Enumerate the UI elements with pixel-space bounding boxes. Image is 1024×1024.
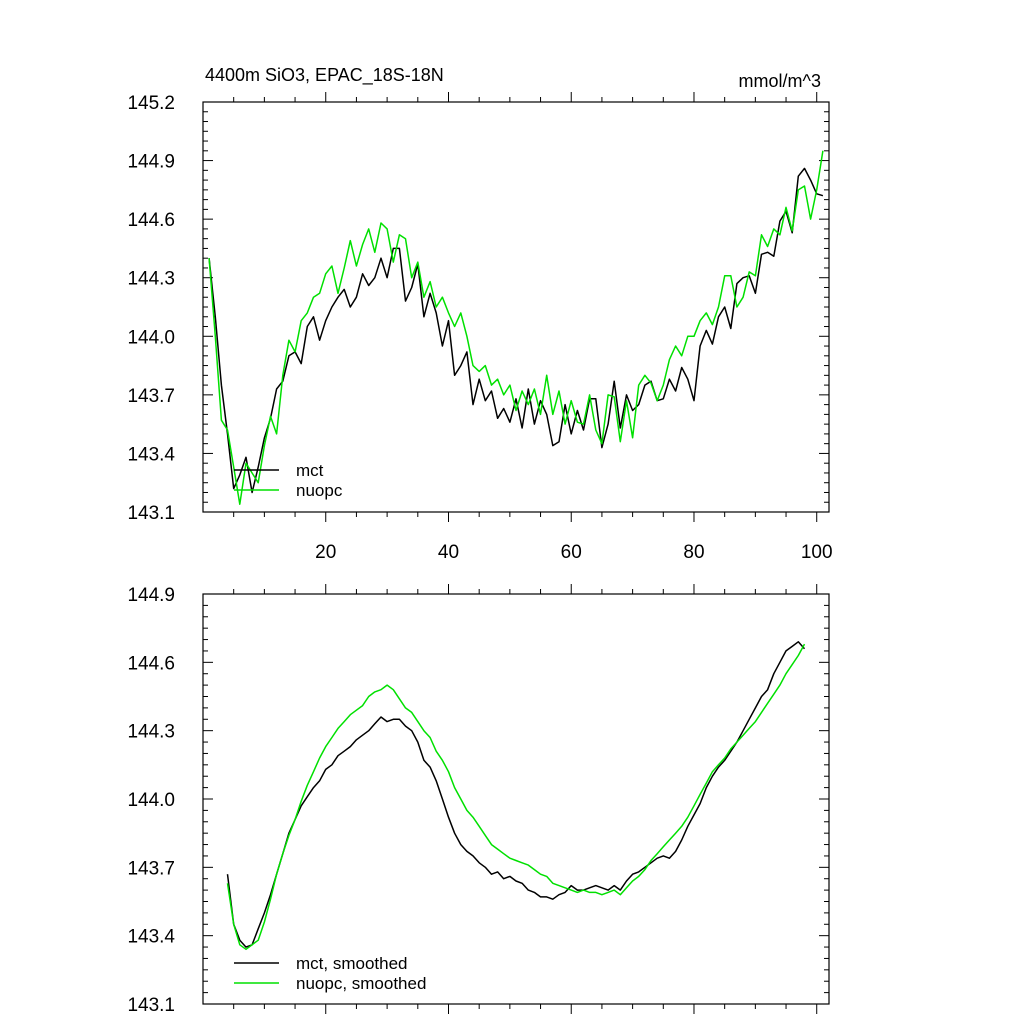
x-tick-label: 80 <box>683 542 704 563</box>
y-tick-label: 143.4 <box>127 444 175 465</box>
y-tick-label: 143.4 <box>127 927 175 948</box>
chart-title: 4400m SiO3, EPAC_18S-18N <box>205 65 444 86</box>
y-tick-label: 144.6 <box>127 210 175 231</box>
y-tick-label: 144.9 <box>127 152 175 173</box>
x-tick-label: 100 <box>801 542 833 563</box>
y-tick-label: 143.7 <box>127 858 175 879</box>
legend-label: mct <box>296 461 324 480</box>
x-tick-label: 60 <box>561 542 582 563</box>
y-tick-label: 143.7 <box>127 386 175 407</box>
chart-units: mmol/m^3 <box>739 71 821 91</box>
y-tick-label: 144.6 <box>127 653 175 674</box>
series-line-nuopc-smoothed <box>226 643 806 951</box>
legend-label: mct, smoothed <box>296 954 408 973</box>
x-tick-label: 20 <box>315 542 336 563</box>
y-tick-label: 143.1 <box>127 995 175 1016</box>
chart-panel-bottom: 143.1 143.4 143.7 144.0 144.3 144.6 144.9 mct, … <box>127 584 830 1016</box>
y-tick-label: 144.9 <box>127 585 175 606</box>
legend-label: nuopc, smoothed <box>296 974 426 993</box>
plot-frame <box>202 593 830 1005</box>
series-line-mct-smoothed <box>226 641 806 948</box>
legend-label: nuopc <box>296 481 343 500</box>
y-tick-label: 145.2 <box>127 93 175 114</box>
y-tick-label: 144.3 <box>127 269 175 290</box>
y-tick-label: 144.3 <box>127 722 175 743</box>
chart-panel-top: 143.1 143.4 143.7 144.0 144.3 144.6 144.9 145.2… <box>127 65 832 563</box>
plot-frame <box>202 101 830 513</box>
x-tick-label: 40 <box>438 542 459 563</box>
series-line-nuopc <box>208 150 824 505</box>
y-tick-label: 144.0 <box>127 790 175 811</box>
y-tick-label: 143.1 <box>127 503 175 524</box>
y-tick-label: 144.0 <box>127 327 175 348</box>
series-line-mct <box>208 167 824 494</box>
